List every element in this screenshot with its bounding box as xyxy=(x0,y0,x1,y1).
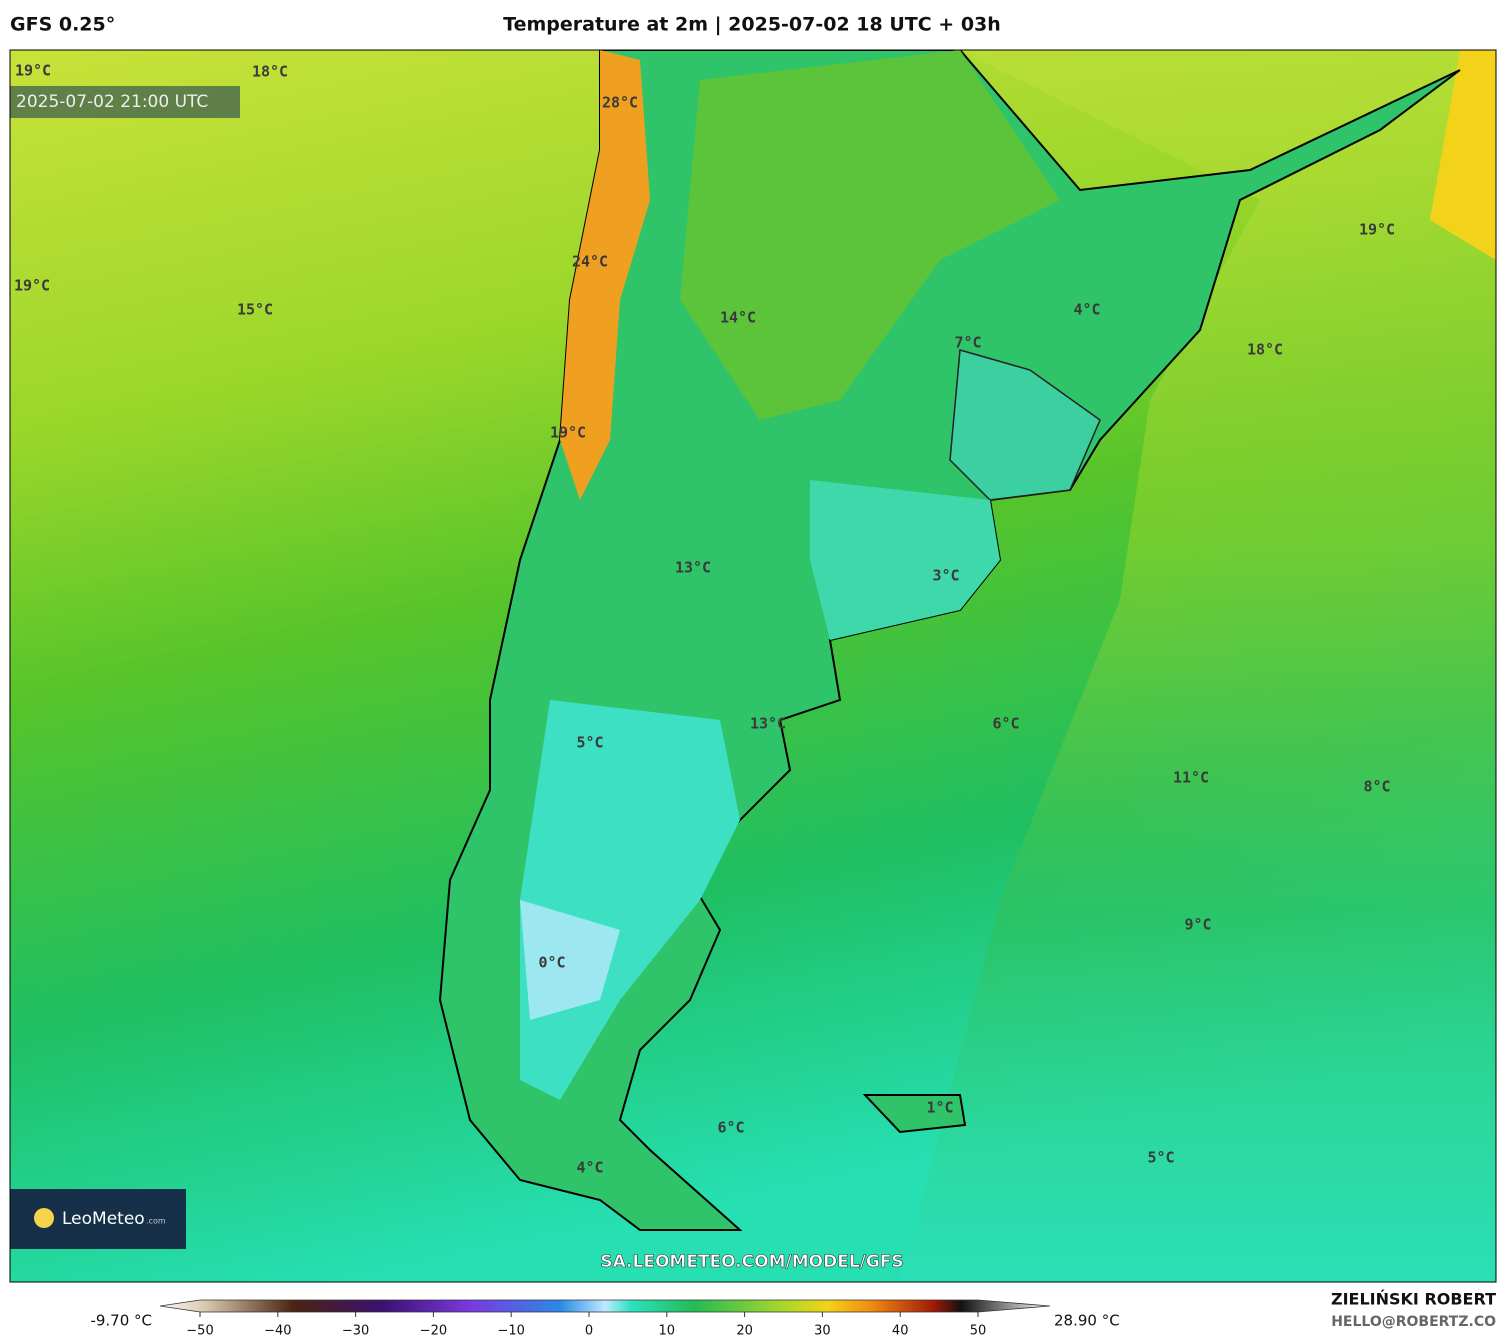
temperature-label: 0°C xyxy=(538,954,565,972)
colorbar-tick-label: −30 xyxy=(342,1324,369,1339)
temperature-label: 19°C xyxy=(15,62,51,80)
colorbar-min: -9.70 °C xyxy=(90,1312,152,1330)
continent xyxy=(438,50,1461,1231)
warm-coast xyxy=(560,50,650,500)
temperature-label: 5°C xyxy=(1147,1149,1174,1167)
temperature-label: 19°C xyxy=(1359,221,1395,239)
email: HELLO@ROBERTZ.CO xyxy=(1331,1314,1496,1330)
temperature-label: 6°C xyxy=(717,1119,744,1137)
model-name: GFS 0.25° xyxy=(10,14,115,36)
pampas-cold xyxy=(810,480,1000,640)
temperature-label: 24°C xyxy=(572,253,608,271)
colorbar-tick-label: 50 xyxy=(970,1324,987,1339)
temperature-label: 9°C xyxy=(1184,916,1211,934)
colorbar-tick-label: 0 xyxy=(585,1324,593,1339)
cold-area xyxy=(520,900,620,1020)
map: 2025-07-02 21:00 UTC SA.LEOMETEO.COM/MOD… xyxy=(10,50,1496,1282)
temperature-label: 1°C xyxy=(926,1099,953,1117)
logo-suffix: .com xyxy=(146,1217,166,1226)
colorbar-tick-label: 40 xyxy=(892,1324,909,1339)
atlantic xyxy=(900,50,1496,1282)
temperature-label: 15°C xyxy=(237,301,273,319)
colorbar-tick-label: 30 xyxy=(814,1324,831,1339)
colorbar-tick-label: −10 xyxy=(497,1324,524,1339)
temperature-label: 13°C xyxy=(750,715,786,733)
temperature-label: 8°C xyxy=(1363,778,1390,796)
logo-sun xyxy=(34,1208,54,1228)
temperature-label: 7°C xyxy=(954,334,981,352)
colorbar xyxy=(159,1299,1051,1313)
temperature-label: 4°C xyxy=(576,1159,603,1177)
warm-area xyxy=(1430,50,1496,260)
islands xyxy=(862,1094,967,1134)
logo-name: LeoMeteo xyxy=(62,1209,145,1229)
valid-time: 2025-07-02 21:00 UTC xyxy=(16,92,208,112)
colorbar-max: 28.90 °C xyxy=(1054,1312,1120,1330)
colorbar-tick-label: −20 xyxy=(420,1324,447,1339)
time-box xyxy=(10,86,240,118)
temperature-label: 4°C xyxy=(1073,301,1100,319)
map-frame xyxy=(9,49,1497,1283)
temperature-label: 18°C xyxy=(252,63,288,81)
temperature-label: 11°C xyxy=(1173,769,1209,787)
colorbar-tick-label: −40 xyxy=(264,1324,291,1339)
temperature-label: 14°C xyxy=(720,309,756,327)
colorbar-tick-label: 20 xyxy=(736,1324,753,1339)
temperature-label: 13°C xyxy=(675,559,711,577)
north-land xyxy=(680,50,1060,420)
colorbar-tick-label: 10 xyxy=(659,1324,676,1339)
temperature-label: 19°C xyxy=(14,277,50,295)
temperature-labels: 19°C 18°C 28°C 24°C 19°C 15°C 14°C 7°C 4°C 19°C 18… xyxy=(14,62,1395,1177)
map-title: Temperature at 2m | 2025-07-02 18 UTC + … xyxy=(503,14,1001,36)
temperature-label: 18°C xyxy=(1247,341,1283,359)
temperature-label: 28°C xyxy=(602,94,638,112)
uruguay xyxy=(949,349,1101,501)
author: ZIELIŃSKI ROBERT xyxy=(1331,1290,1496,1309)
colorbar-ticks: −50 −40 −30 −20 −10 0 10 20 30 40 50 xyxy=(186,1312,986,1339)
temperature-label: 6°C xyxy=(992,715,1019,733)
colorbar-tick-label: −50 xyxy=(186,1324,213,1339)
temperature-label: 19°C xyxy=(550,424,586,442)
temperature-label: 5°C xyxy=(576,734,603,752)
watermark: SA.LEOMETEO.COM/MODEL/GFS xyxy=(600,1252,903,1272)
temperature-label: 3°C xyxy=(932,567,959,585)
